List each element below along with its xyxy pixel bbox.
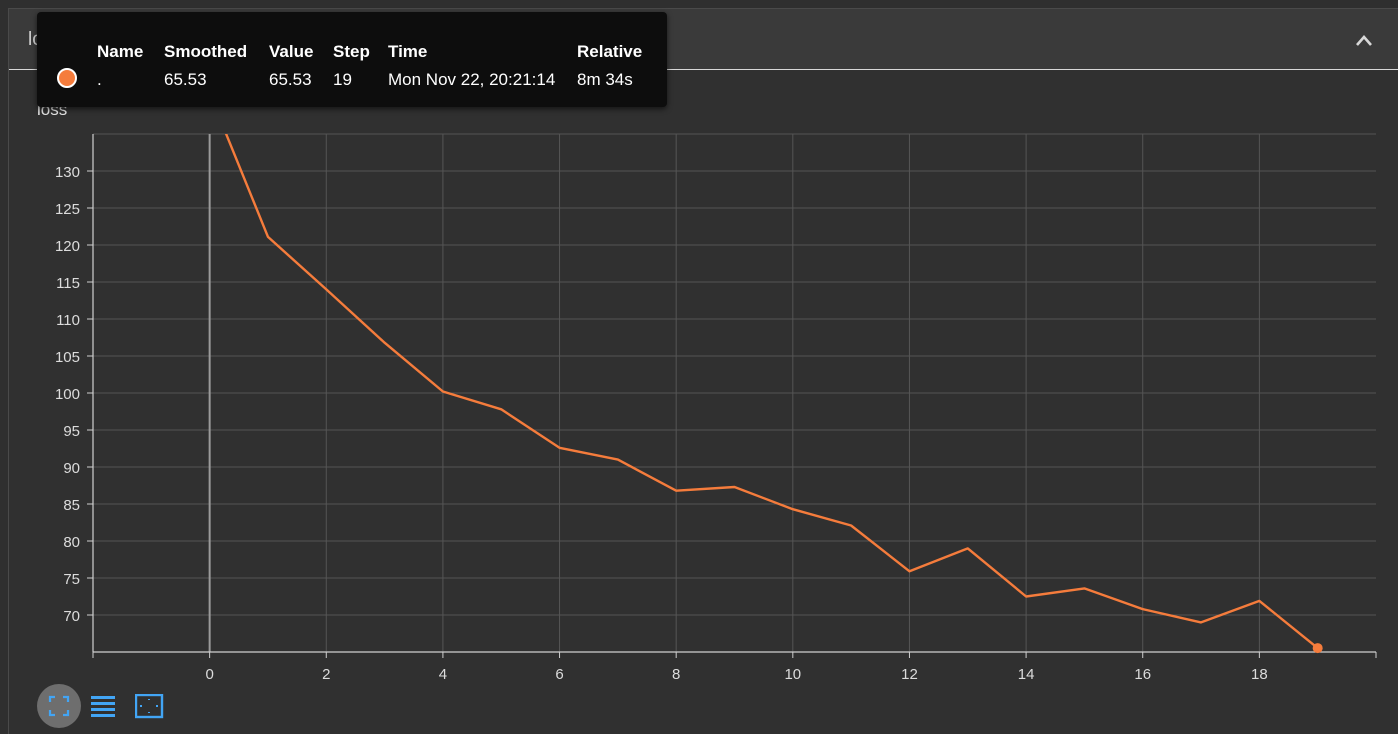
highlight-point — [1312, 643, 1323, 654]
header-relative: Relative — [577, 42, 643, 61]
y-tick-label: 125 — [55, 201, 80, 218]
cell-name: . — [97, 70, 102, 89]
y-tick-label: 75 — [63, 571, 80, 588]
y-tick-label: 100 — [55, 386, 80, 403]
header-smoothed: Smoothed — [164, 42, 248, 61]
x-tick-label: 16 — [1134, 666, 1151, 683]
x-tick-label: 12 — [901, 666, 918, 683]
x-tick-label: 18 — [1251, 666, 1268, 683]
fit-to-data-icon — [48, 695, 70, 717]
series-swatch — [57, 68, 77, 88]
y-tick-label: 115 — [56, 275, 80, 292]
header-time: Time — [388, 42, 428, 61]
x-tick-label: 4 — [439, 666, 447, 683]
header-name: Name — [97, 42, 144, 61]
y-tick-label: 120 — [55, 238, 80, 255]
expand-button[interactable] — [125, 684, 169, 728]
x-tick-label: 8 — [672, 666, 680, 683]
cell-step: 19 — [333, 70, 352, 89]
x-tick-label: 0 — [205, 666, 213, 683]
toggle-log-scale-button[interactable] — [81, 684, 125, 728]
y-tick-label: 95 — [63, 423, 80, 440]
cell-smoothed: 65.53 — [164, 70, 207, 89]
y-tick-label: 70 — [63, 608, 80, 625]
x-tick-label: 2 — [322, 666, 330, 683]
series-line — [224, 134, 1319, 650]
cell-relative: 8m 34s — [577, 70, 633, 89]
x-tick-label: 6 — [555, 666, 563, 683]
fit-to-data-button[interactable] — [37, 684, 81, 728]
x-tick-label: 14 — [1018, 666, 1035, 683]
cell-time: Mon Nov 22, 20:21:14 — [388, 70, 556, 89]
y-tick-label: 110 — [56, 312, 80, 329]
y-tick-label: 90 — [63, 460, 80, 477]
header-value: Value — [269, 42, 314, 61]
y-tick-label: 85 — [63, 497, 80, 514]
list-icon — [91, 696, 115, 717]
x-tick-label: 10 — [784, 666, 801, 683]
chevron-up-icon[interactable] — [1354, 31, 1374, 51]
tooltip: Name Smoothed Value Step Time Relative .… — [37, 12, 667, 107]
y-tick-label: 105 — [55, 349, 80, 366]
loss-card: loss — [8, 8, 1398, 734]
header-step: Step — [333, 42, 370, 61]
y-tick-label: 130 — [55, 164, 80, 181]
cell-value: 65.53 — [269, 70, 312, 89]
expand-icon — [135, 694, 164, 719]
y-tick-label: 80 — [63, 534, 80, 551]
